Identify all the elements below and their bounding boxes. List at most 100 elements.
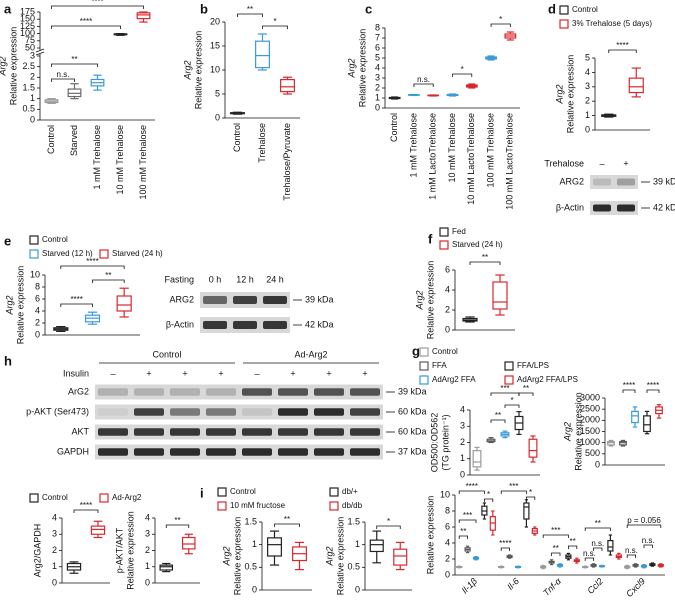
y-tick-label: 10	[30, 269, 40, 279]
legend-label: FFA/LPS	[517, 361, 549, 370]
y-tick-label: 0	[585, 124, 590, 134]
x-tick-label: Il-6	[505, 576, 521, 592]
significance-bracket	[490, 419, 506, 423]
y-tick-label: 2	[375, 82, 380, 92]
x-tick-label: 1 mM LactoTrehalose	[428, 113, 438, 200]
y-tick-label: 4	[445, 537, 450, 547]
x-tick-label: 10 mM Trehalose	[115, 125, 125, 195]
y-axis-label: Arg2	[562, 422, 572, 442]
significance-label: n.s.	[57, 70, 70, 79]
panel-label: f	[428, 231, 433, 246]
blot-band	[314, 388, 344, 396]
legend-swatch	[99, 249, 109, 259]
legend-swatch	[217, 501, 227, 511]
y-tick-label: 6	[445, 521, 450, 531]
significance-bracket	[626, 554, 636, 558]
blot-band	[278, 408, 308, 416]
lane-label: 0 h	[209, 274, 222, 284]
blot-band	[203, 321, 227, 329]
legend-swatch	[99, 493, 109, 503]
legend-label: Fed	[452, 227, 466, 236]
significance-bracket	[92, 279, 125, 283]
y-tick-label: 1	[30, 93, 35, 103]
box	[255, 40, 270, 69]
y-tick-label: 0	[355, 584, 360, 594]
y-axis-label: (TG protein⁻¹)	[440, 414, 450, 470]
y-tick-label: 0	[595, 459, 600, 469]
lane-title: Insulin	[63, 368, 89, 378]
blot-band	[278, 388, 308, 396]
blot-band	[263, 296, 287, 304]
blot-band	[206, 448, 236, 456]
significance-bracket	[593, 547, 603, 551]
y-tick-label: 6	[375, 42, 380, 52]
y-tick-label: 0.5	[347, 562, 360, 572]
box	[267, 537, 282, 557]
legend-swatch	[29, 235, 39, 245]
significance-bracket	[646, 389, 660, 393]
y-tick-label: 3000	[580, 392, 600, 402]
blot-band	[242, 408, 272, 416]
blot-background	[95, 384, 383, 400]
y-tick-label: 1.5	[347, 516, 360, 526]
significance-bracket	[413, 83, 434, 87]
blot-band	[98, 408, 128, 416]
legend-label: db/+	[342, 487, 358, 496]
y-tick-label: 2	[145, 545, 150, 555]
y-tick-label: 2	[35, 317, 40, 327]
y-tick-label: 4	[445, 284, 450, 294]
significance-label: *	[273, 17, 276, 26]
x-tick-label: 10 mM Trehalose	[447, 113, 457, 183]
panel-label: a	[4, 1, 12, 16]
significance-bracket	[165, 524, 190, 528]
significance-bracket	[526, 496, 536, 500]
blot-band	[314, 448, 344, 456]
significance-label: *	[529, 488, 532, 497]
significance-label: *	[510, 396, 513, 405]
blot-band	[170, 408, 200, 416]
significance-label: ****	[91, 0, 103, 6]
lane-label: +	[218, 368, 223, 378]
y-tick-label: 0.5	[244, 562, 257, 572]
y-tick-label: 2	[445, 553, 450, 563]
legend-label: Control	[230, 487, 256, 496]
box	[472, 450, 482, 468]
y-axis-label: Relative expression	[15, 266, 25, 345]
y-tick-label: 1	[145, 561, 150, 571]
y-tick-label: 0	[445, 569, 450, 579]
significance-bracket	[262, 25, 288, 29]
y-tick-label: 75	[25, 35, 35, 45]
blot-band	[314, 408, 344, 416]
y-tick-label: 175	[20, 6, 35, 16]
significance-label: **	[569, 537, 575, 546]
group-label: Control	[152, 349, 181, 359]
y-tick-label: 1.5	[22, 82, 35, 92]
y-axis-label: Relative expression	[425, 261, 435, 340]
y-tick-label: 1000	[580, 437, 600, 447]
y-tick-label: 5	[215, 88, 220, 98]
y-axis-label: Arg2	[0, 56, 7, 76]
box	[628, 77, 644, 94]
y-axis-label: Relative expression	[335, 517, 345, 596]
blot-band	[134, 408, 164, 416]
lane-label: –	[254, 368, 259, 378]
y-tick-label: 7	[375, 32, 380, 42]
blot-band	[233, 296, 257, 304]
y-tick-label: 1	[252, 539, 257, 549]
y-tick-label: 0	[52, 577, 57, 587]
blot-band	[170, 428, 200, 436]
x-tick-label: 100 mM LactoTrehalose	[505, 113, 515, 210]
size-label: 60 kDa	[398, 406, 427, 416]
blot-row-label: β-Actin	[166, 319, 194, 329]
y-axis-label: Arg2	[182, 60, 192, 80]
y-axis-label: Relative expression	[193, 31, 203, 110]
significance-bracket	[469, 261, 501, 265]
y-tick-label: 2	[585, 96, 590, 106]
blot-band	[233, 321, 257, 329]
legend-swatch	[329, 487, 339, 497]
blot-row-label: ARG2	[559, 176, 584, 186]
y-tick-label: 2	[30, 72, 35, 82]
significance-bracket	[51, 78, 75, 82]
blot-band	[203, 296, 227, 304]
